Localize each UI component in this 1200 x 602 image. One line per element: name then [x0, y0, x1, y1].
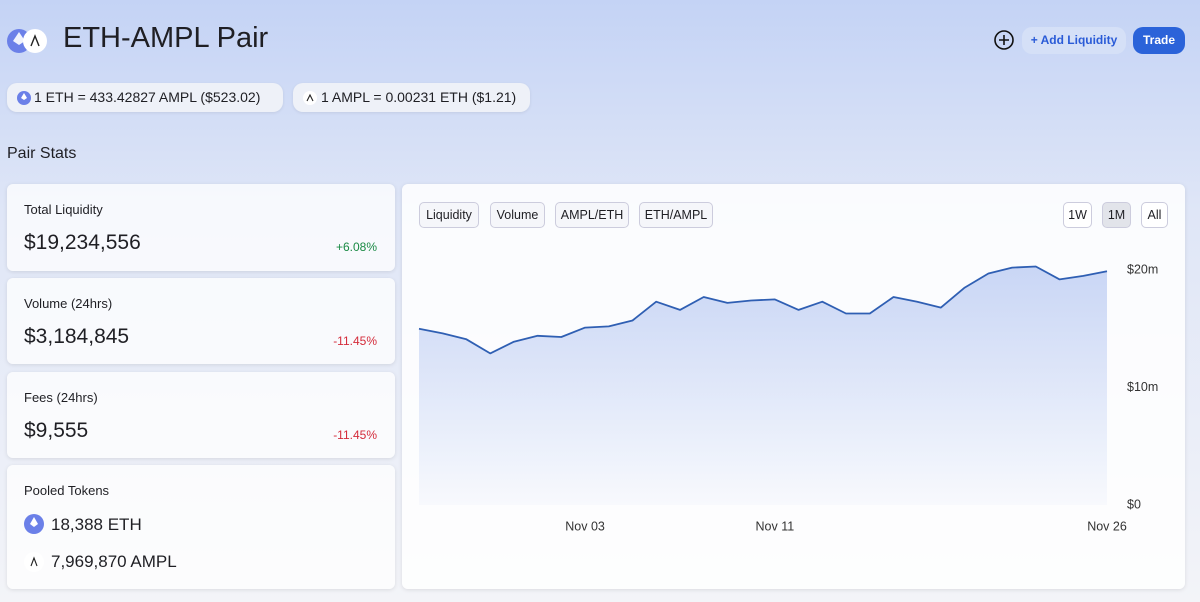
trade-button[interactable]: Trade [1133, 27, 1185, 54]
period-button[interactable]: All [1141, 202, 1168, 228]
stat-value: $9,555 [24, 419, 89, 442]
period-button[interactable]: 1M [1102, 202, 1131, 228]
chart-tab[interactable]: AMPL/ETH [555, 202, 629, 228]
y-tick-label: $0 [1127, 497, 1141, 511]
add-liquidity-button[interactable]: + Add Liquidity [1022, 27, 1126, 54]
stat-change: -11.45% [333, 334, 377, 348]
y-tick-label: $10m [1127, 380, 1158, 394]
pooled-token: 7,969,870 AMPL [51, 552, 177, 571]
pair-icons [7, 29, 47, 53]
line [418, 265, 1108, 355]
area [419, 266, 1107, 505]
stat-label: Total Liquidity [24, 202, 103, 217]
price-pill: 1 ETH = 433.42827 AMPL ($523.02) [7, 83, 283, 112]
section-title: Pair Stats [7, 145, 77, 162]
page-title: ETH-AMPL Pair [63, 22, 269, 54]
chart-tab[interactable]: Volume [490, 202, 545, 228]
y-tick-label: $20m [1127, 262, 1158, 276]
x-tick-label: Nov 26 [1087, 519, 1127, 533]
pooled-card: Pooled Tokens 18,388 ETH 7,969,870 AMPL [7, 465, 395, 589]
add-icon[interactable] [993, 29, 1015, 51]
stat-change: -11.45% [333, 428, 377, 442]
chart-tab[interactable]: Liquidity [419, 202, 479, 228]
period-button[interactable]: 1W [1063, 202, 1092, 228]
price-text: 1 ETH = 433.42827 AMPL ($523.02) [34, 89, 261, 105]
stat-card: Fees (24hrs) $9,555 -11.45% [7, 372, 395, 458]
stat-card: Volume (24hrs) $3,184,845 -11.45% [7, 278, 395, 364]
stat-change: +6.08% [335, 240, 377, 254]
stat-label: Fees (24hrs) [24, 390, 98, 405]
x-tick-label: Nov 11 [756, 519, 795, 533]
pooled-label: Pooled Tokens [24, 483, 110, 498]
price-pill: 1 AMPL = 0.00231 ETH ($1.21) [293, 83, 530, 112]
chart: $0 $10m $20m Nov 03 Nov 11 Nov 26 [418, 262, 1158, 533]
stat-card: Total Liquidity $19,234,556 +6.08% [7, 184, 395, 271]
price-text: 1 AMPL = 0.00231 ETH ($1.21) [321, 89, 517, 105]
x-tick-label: Nov 03 [565, 519, 605, 533]
stat-value: $3,184,845 [24, 325, 130, 348]
chart-card: Liquidity Volume AMPL/ETH ETH/AMPL 1W 1M… [402, 184, 1185, 589]
chart-tab[interactable]: ETH/AMPL [639, 202, 713, 228]
pooled-token: 18,388 ETH [51, 515, 142, 534]
stat-label: Volume (24hrs) [24, 296, 113, 311]
stat-value: $19,234,556 [24, 231, 141, 254]
